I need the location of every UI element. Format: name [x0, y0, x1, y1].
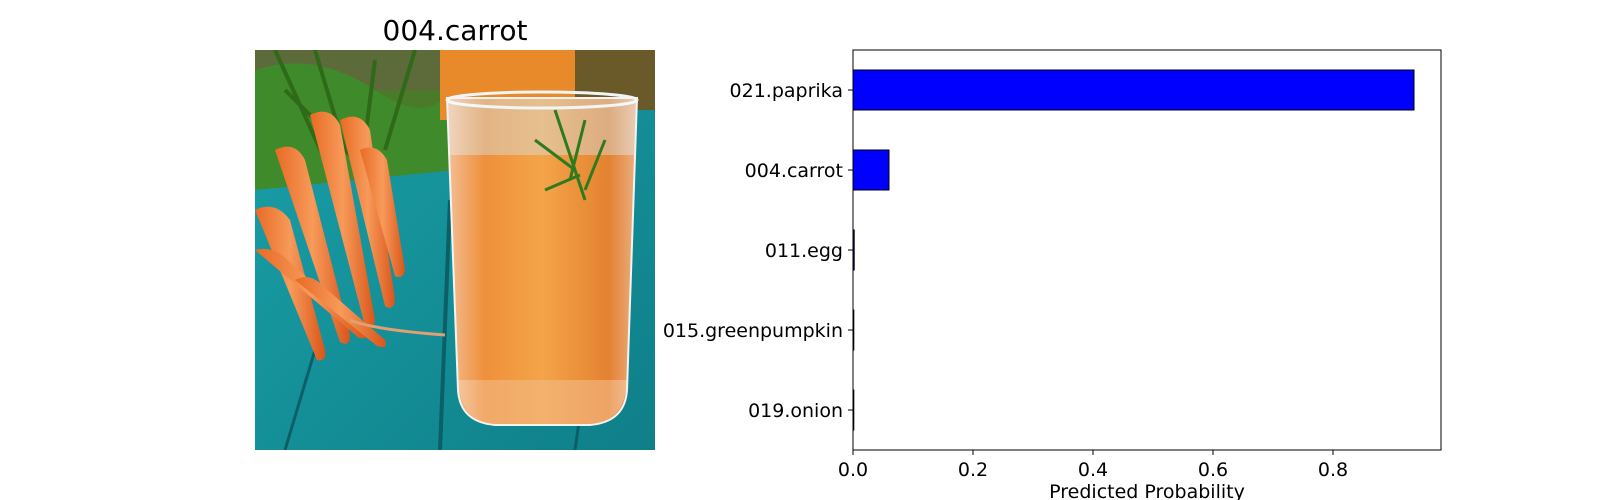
x-tick-label: 0.8: [1318, 459, 1348, 481]
x-tick-label: 0.2: [958, 459, 988, 481]
image-title: 004.carrot: [382, 14, 528, 47]
y-tick-label: 019.onion: [748, 400, 843, 422]
bar-004.carrot: [852, 149, 890, 191]
x-tick-label: 0.6: [1198, 459, 1228, 481]
y-tick-label: 004.carrot: [745, 160, 843, 182]
bar-021.paprika: [852, 69, 1415, 111]
bar-019.onion: [852, 389, 855, 431]
bar-015.greenpumpkin: [852, 309, 855, 351]
x-tick-label: 0.4: [1078, 459, 1108, 481]
plot-area: [852, 49, 1442, 451]
x-tick-label: 0.0: [838, 459, 868, 481]
x-axis-label: Predicted Probability: [1049, 481, 1245, 500]
y-tick-label: 015.greenpumpkin: [663, 320, 843, 342]
y-tick-label: 021.paprika: [730, 80, 843, 102]
bar-011.egg: [852, 229, 855, 271]
photo-illustration: [255, 50, 655, 450]
carrot-juice-photo: [255, 50, 655, 450]
y-tick-label: 011.egg: [765, 240, 843, 262]
